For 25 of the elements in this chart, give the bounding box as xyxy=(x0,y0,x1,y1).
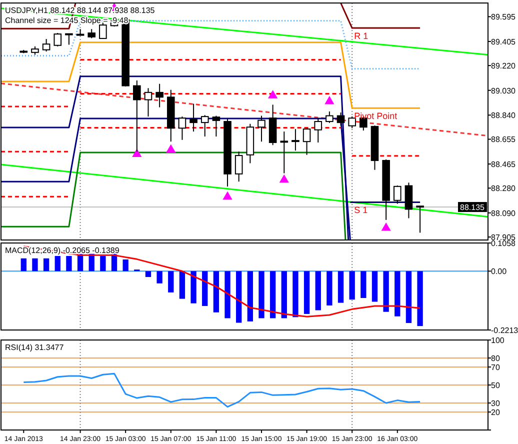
y-tick-label: 88.465 xyxy=(491,160,516,169)
y-tick-label: 50 xyxy=(491,381,500,390)
y-tick-label: 89.405 xyxy=(491,37,516,46)
annotation: S 1 xyxy=(354,205,368,216)
ref-line-label: 88.135 xyxy=(460,203,486,212)
y-tick-label: 0.00 xyxy=(491,267,508,276)
y-tick-label: 88.090 xyxy=(491,208,516,218)
y-tick-label: 87.905 xyxy=(491,233,516,242)
y-tick-label: 88.655 xyxy=(491,135,516,144)
y-tick-label: -0.2213 xyxy=(491,326,518,335)
y-tick-label: 70 xyxy=(491,363,500,372)
y-tick-label: 88.840 xyxy=(491,111,516,120)
y-tick-label: 30 xyxy=(491,399,500,408)
annotation: Pivot Point xyxy=(354,111,398,122)
y-tick-label: 100 xyxy=(491,336,505,345)
y-tick-label: 89.595 xyxy=(491,12,516,22)
y-tick-label: 89.030 xyxy=(491,86,516,96)
chart-title: MACD(12,26,9) -0.2065 -0.1389 xyxy=(5,246,120,255)
y-tick-label: 88.280 xyxy=(491,184,516,194)
y-tick-label: 80 xyxy=(491,354,500,363)
y-tick-label: 0.1058 xyxy=(491,239,516,248)
chart-title: RSI(14) 31.3477 xyxy=(5,343,64,352)
y-tick-label: 20 xyxy=(491,408,500,417)
y-tick-label: 89.220 xyxy=(491,62,516,71)
annotation: R 1 xyxy=(354,31,368,42)
